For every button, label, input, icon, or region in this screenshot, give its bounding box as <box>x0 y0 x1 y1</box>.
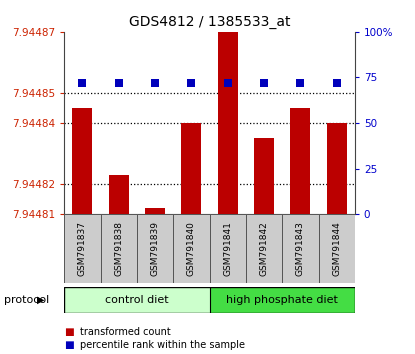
Point <box>188 80 195 86</box>
Text: GSM791838: GSM791838 <box>114 221 123 276</box>
Text: ▶: ▶ <box>37 295 44 305</box>
Bar <box>73 108 93 214</box>
Point <box>261 80 267 86</box>
Text: transformed count: transformed count <box>80 327 171 337</box>
Text: high phosphate diet: high phosphate diet <box>226 295 338 305</box>
Bar <box>181 123 201 214</box>
Point <box>225 80 231 86</box>
Text: control diet: control diet <box>105 295 169 305</box>
Bar <box>218 26 238 214</box>
Bar <box>109 175 129 214</box>
Bar <box>64 214 101 283</box>
Point <box>79 80 86 86</box>
Bar <box>327 123 347 214</box>
Text: ■: ■ <box>64 327 74 337</box>
Bar <box>319 214 355 283</box>
Bar <box>137 214 173 283</box>
Bar <box>100 214 137 283</box>
Bar <box>210 214 246 283</box>
Bar <box>145 208 165 214</box>
Text: percentile rank within the sample: percentile rank within the sample <box>80 340 245 350</box>
Point <box>333 80 340 86</box>
Text: GSM791843: GSM791843 <box>296 221 305 276</box>
Bar <box>246 214 282 283</box>
Bar <box>290 108 310 214</box>
Point <box>152 80 159 86</box>
Text: GSM791840: GSM791840 <box>187 221 196 276</box>
Text: GSM791841: GSM791841 <box>223 221 232 276</box>
Bar <box>282 214 319 283</box>
Bar <box>210 287 355 313</box>
Bar <box>254 138 274 214</box>
Bar <box>173 214 210 283</box>
Title: GDS4812 / 1385533_at: GDS4812 / 1385533_at <box>129 16 290 29</box>
Text: GSM791837: GSM791837 <box>78 221 87 276</box>
Point <box>297 80 304 86</box>
Text: GSM791844: GSM791844 <box>332 221 341 276</box>
Text: ■: ■ <box>64 340 74 350</box>
Text: GSM791839: GSM791839 <box>151 221 160 276</box>
Text: protocol: protocol <box>4 295 49 305</box>
Bar <box>64 287 210 313</box>
Point <box>115 80 122 86</box>
Text: GSM791842: GSM791842 <box>259 221 269 276</box>
